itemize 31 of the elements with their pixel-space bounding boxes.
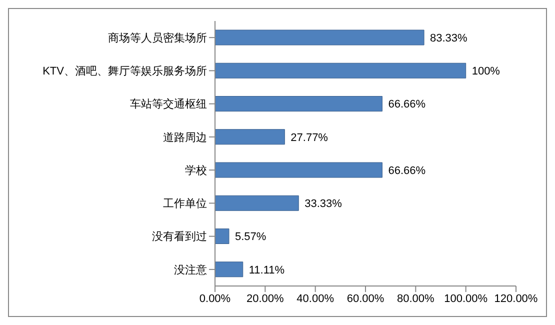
bar [215,228,230,244]
y-tick-label: 没注意 [174,263,207,276]
data-label: 33.33% [304,198,342,210]
y-tick-label: KTV、酒吧、舞厅等娱乐服务场所 [42,64,207,78]
bar [215,62,466,78]
bar [215,96,382,112]
data-label: 100% [472,66,500,78]
data-label: 11.11% [248,264,285,276]
data-label: 66.66% [388,98,426,111]
bar [215,195,299,211]
y-tick-label: 工作单位 [163,197,207,210]
y-tick-label: 没有看到过 [152,230,207,244]
data-label: 5.57% [234,231,266,244]
x-tick-label: 120.00% [494,292,538,305]
data-label: 83.33% [430,32,468,44]
y-tick-label: 商场等人员密集场所 [108,31,207,44]
x-tick-label: 60.00% [346,292,384,305]
data-label: 66.66% [388,164,426,177]
x-tick-label: 20.00% [246,292,284,305]
bar [215,162,382,178]
x-tick-label: 80.00% [397,292,435,305]
data-label: 27.77% [290,132,328,144]
x-tick-label: 40.00% [296,292,334,305]
y-tick-label: 学校 [185,164,207,177]
bar [215,262,244,278]
bar [215,129,285,145]
x-tick-label: 100.00% [444,292,488,305]
x-tick-label: 0.00% [199,292,231,305]
y-tick-label: 车站等交通枢纽 [130,98,207,111]
bar [215,30,424,46]
y-tick-label: 道路周边 [163,130,207,144]
